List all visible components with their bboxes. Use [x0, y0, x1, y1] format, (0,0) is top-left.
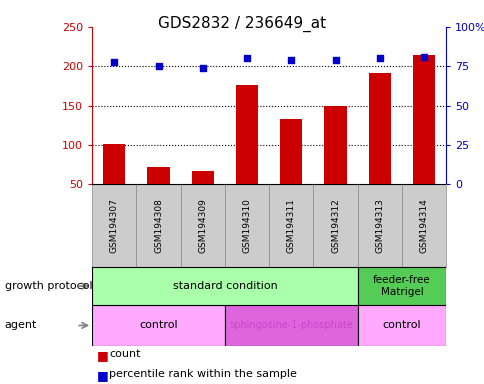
Text: agent: agent	[5, 320, 37, 331]
Bar	[136, 184, 180, 267]
Bar	[180, 184, 225, 267]
Text: GSM194310: GSM194310	[242, 198, 251, 253]
Bar	[92, 305, 225, 346]
Point	[110, 58, 118, 65]
Text: standard condition: standard condition	[172, 281, 277, 291]
Point	[287, 57, 295, 63]
Bar	[280, 119, 302, 223]
Text: ■: ■	[97, 349, 108, 362]
Text: GSM194308: GSM194308	[154, 198, 163, 253]
Text: ■: ■	[97, 369, 108, 382]
Text: GSM194312: GSM194312	[331, 198, 339, 253]
Bar	[401, 184, 445, 267]
Text: control: control	[382, 320, 421, 331]
Text: GSM194307: GSM194307	[109, 198, 119, 253]
Bar	[92, 267, 357, 305]
Bar	[147, 167, 169, 223]
Bar	[269, 184, 313, 267]
Bar	[357, 267, 445, 305]
Text: sphingosine-1-phosphate: sphingosine-1-phosphate	[229, 320, 352, 331]
Text: GSM194313: GSM194313	[375, 198, 383, 253]
Point	[331, 57, 339, 63]
Bar	[412, 55, 434, 223]
Point	[419, 54, 427, 60]
Text: GSM194311: GSM194311	[286, 198, 295, 253]
Text: GSM194314: GSM194314	[419, 198, 428, 253]
Text: feeder-free
Matrigel: feeder-free Matrigel	[372, 275, 430, 297]
Text: control: control	[139, 320, 178, 331]
Bar	[357, 305, 445, 346]
Text: GDS2832 / 236649_at: GDS2832 / 236649_at	[158, 15, 326, 31]
Point	[242, 55, 250, 61]
Bar	[236, 85, 257, 223]
Bar	[225, 305, 357, 346]
Bar	[368, 73, 390, 223]
Point	[154, 63, 162, 70]
Bar	[191, 171, 213, 223]
Bar	[225, 184, 269, 267]
Bar	[92, 184, 136, 267]
Bar	[313, 184, 357, 267]
Text: growth protocol: growth protocol	[5, 281, 92, 291]
Bar	[357, 184, 401, 267]
Text: percentile rank within the sample: percentile rank within the sample	[109, 369, 296, 379]
Bar	[324, 106, 346, 223]
Bar	[103, 144, 125, 223]
Text: GSM194309: GSM194309	[198, 198, 207, 253]
Text: count: count	[109, 349, 140, 359]
Point	[375, 55, 383, 61]
Point	[198, 65, 206, 71]
